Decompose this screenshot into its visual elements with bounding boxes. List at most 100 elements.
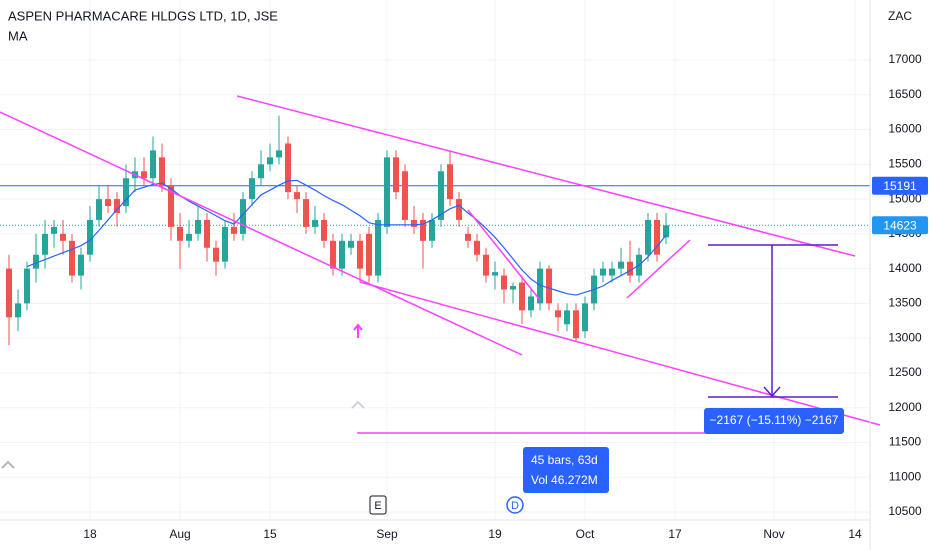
candle-body <box>465 233 471 241</box>
y-tick-label: 12500 <box>888 365 922 379</box>
measure-label: −2167 (−15.11%) −2167 <box>710 413 839 427</box>
range-label: 45 bars, 63d <box>531 453 598 467</box>
chart-title: ASPEN PHARMACARE HLDGS LTD, 1D, JSE <box>8 8 278 23</box>
candle-body <box>60 233 66 241</box>
candle-body <box>33 254 39 269</box>
candle-body <box>231 226 237 234</box>
candle-body <box>6 268 12 318</box>
trend-line <box>0 111 523 356</box>
candle-body <box>51 226 57 234</box>
candle-body <box>42 233 48 255</box>
y-tick-label: 16000 <box>888 122 922 136</box>
candle-body <box>492 272 498 276</box>
trend-line <box>467 209 541 301</box>
candle-body <box>384 157 390 227</box>
dividend-event[interactable] <box>506 496 524 514</box>
y-tick-label: 11500 <box>889 435 922 449</box>
candle-body <box>447 164 453 200</box>
candle-body <box>123 178 129 207</box>
x-tick-label: Aug <box>169 527 190 541</box>
trend-line <box>626 239 691 299</box>
candle-body <box>204 219 210 248</box>
candle-body <box>366 233 372 276</box>
candle-body <box>222 226 228 262</box>
candle-body <box>249 178 255 200</box>
y-tick-label: 16500 <box>888 87 922 101</box>
x-tick-label: Sep <box>376 527 398 541</box>
candle-body <box>321 219 327 241</box>
candle-body <box>186 233 192 241</box>
candle-body <box>375 219 381 276</box>
candle-body <box>276 150 282 158</box>
candle-body <box>600 268 606 276</box>
y-tick-label: 13000 <box>888 330 922 344</box>
drawings: −2167 (−15.11%) −2167 45 bars, 63d Vol 4… <box>0 95 881 515</box>
x-tick-label: 17 <box>668 527 682 541</box>
candle-body <box>510 286 516 290</box>
candle-body <box>663 225 669 238</box>
candle-body <box>87 219 93 255</box>
y-tick-label: 13500 <box>888 296 922 310</box>
x-tick-label: 14 <box>848 527 862 541</box>
candle-body <box>627 261 633 276</box>
candle-body <box>501 275 507 290</box>
candle-body <box>105 199 111 207</box>
candle-body <box>294 192 300 200</box>
candle-body <box>69 240 75 276</box>
candle-body <box>654 219 660 255</box>
candle-body <box>141 171 147 179</box>
candle-body <box>150 150 156 179</box>
candle-body <box>96 199 102 220</box>
price-label: 15191 <box>883 179 917 193</box>
range-label: Vol 46.272M <box>531 473 598 487</box>
candle-body <box>240 199 246 234</box>
candle-body <box>483 254 489 276</box>
candle-body <box>411 219 417 227</box>
candle-body <box>258 164 264 179</box>
candle-body <box>546 268 552 304</box>
ma-line <box>26 179 667 296</box>
candle-body <box>573 310 579 339</box>
candle-body <box>168 185 174 227</box>
event-label: D <box>511 500 519 512</box>
candle-body <box>195 219 201 234</box>
candle-body <box>438 171 444 220</box>
x-tick-label: 18 <box>83 527 97 541</box>
y-tick-label: 15500 <box>888 156 922 170</box>
earnings-event[interactable] <box>369 495 387 515</box>
candle-body <box>528 296 534 311</box>
candle-body <box>429 219 435 241</box>
candle-body <box>618 261 624 269</box>
y-tick-label: 11000 <box>889 469 922 483</box>
candle-body <box>402 171 408 220</box>
price-label: 14623 <box>883 218 917 232</box>
price-label-box <box>872 176 928 195</box>
arrow-marker <box>353 323 363 338</box>
candle-body <box>78 254 84 276</box>
range-box <box>523 447 609 493</box>
candle-body <box>114 199 120 213</box>
candle-body <box>420 219 426 241</box>
y-tick-label: 14000 <box>888 261 922 275</box>
candle-body <box>312 219 318 227</box>
x-tick-label: 15 <box>263 527 277 541</box>
y-tick-label: 12000 <box>888 400 922 414</box>
measure-arrowhead <box>763 386 781 398</box>
candle-body <box>303 199 309 227</box>
candle-body <box>267 157 273 165</box>
measure-box <box>704 408 844 434</box>
candle-body <box>537 268 543 304</box>
candle-body <box>24 268 30 304</box>
x-tick-label: Oct <box>576 527 595 541</box>
candle-body <box>177 226 183 241</box>
candle-body <box>474 240 480 255</box>
candle-body <box>285 143 291 193</box>
trend-line <box>359 281 881 426</box>
collapse-button[interactable] <box>1 460 15 469</box>
event-label: E <box>374 500 381 512</box>
candle-body <box>213 247 219 262</box>
trend-line <box>236 95 856 257</box>
indicator-label: MA <box>8 28 28 43</box>
candle-body <box>519 282 525 311</box>
